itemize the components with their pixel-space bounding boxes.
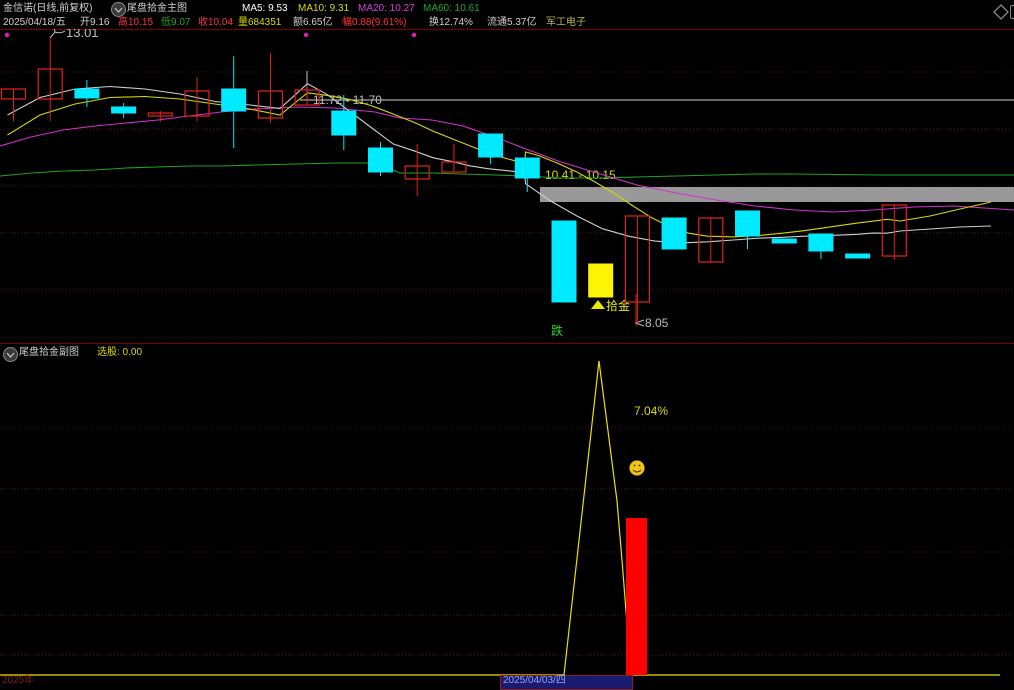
svg-text:跌: 跌 bbox=[551, 323, 563, 338]
svg-text:7.04%: 7.04% bbox=[634, 404, 668, 418]
svg-text:拾金: 拾金 bbox=[606, 298, 630, 313]
svg-text:13.01: 13.01 bbox=[66, 29, 99, 40]
svg-text:8.05: 8.05 bbox=[645, 316, 669, 330]
